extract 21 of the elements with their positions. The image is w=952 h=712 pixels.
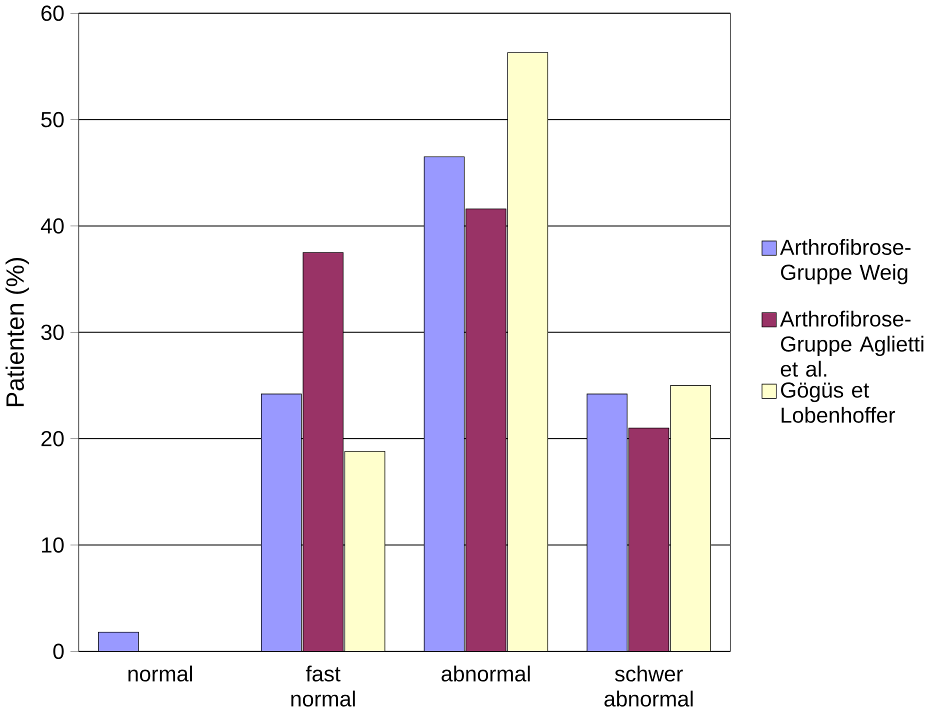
y-tick-label: 50 <box>41 112 64 128</box>
bar <box>344 450 386 652</box>
bar <box>507 52 548 652</box>
y-tick-label: 20 <box>41 430 64 446</box>
bar <box>670 385 711 652</box>
legend-label: Arthrofibrose-Gruppe Weig <box>780 238 911 284</box>
y-tick-label: 30 <box>41 324 64 340</box>
bar <box>628 428 670 652</box>
y-tick-label: 40 <box>40 218 64 234</box>
x-tick-label: schwer abnormal <box>604 666 693 707</box>
x-tick-label: normal <box>128 666 192 682</box>
y-tick-label: 60 <box>41 5 64 21</box>
legend-label: Gögüs et Lobenhoffer <box>781 382 896 423</box>
y-axis-title: Patienten (%) <box>6 258 29 406</box>
bar <box>302 252 344 652</box>
legend-label: Arthrofibrose-Gruppe Aglietti et al. <box>780 310 924 377</box>
bar <box>466 208 506 652</box>
x-tick-label: abnormal <box>442 666 530 682</box>
y-tick-label: 0 <box>53 644 64 659</box>
x-tick-label: fast normal <box>291 666 355 706</box>
y-tick-label: 10 <box>42 537 64 553</box>
